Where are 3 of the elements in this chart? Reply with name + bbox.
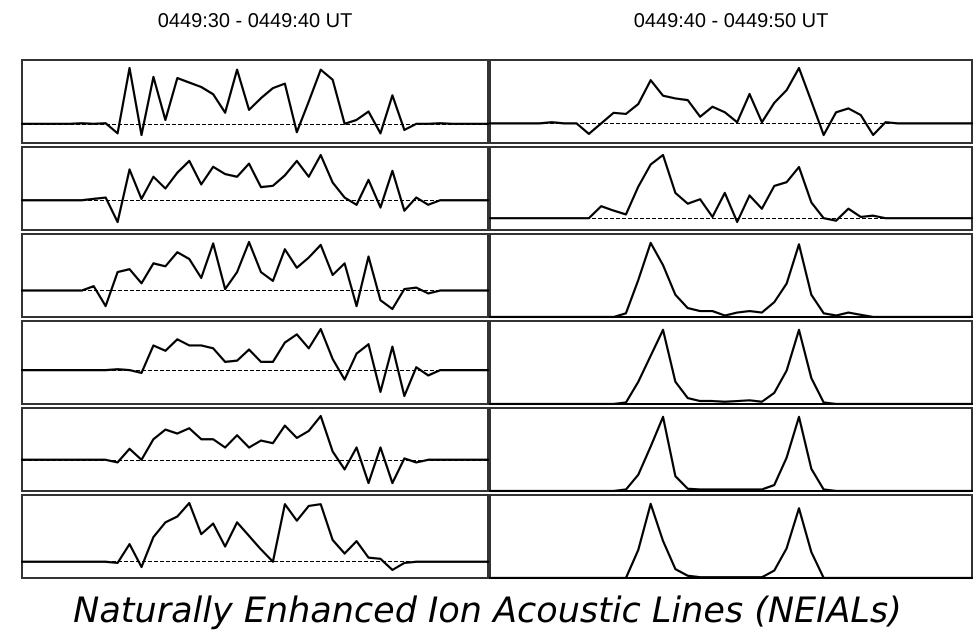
chart-title: 0449:40 - 0449:50 UT xyxy=(634,10,828,32)
text: Naturally Enhanced Ion Acoustic Lines (NEIALs) xyxy=(72,590,903,633)
chart-title: 0449:30 - 0449:40 UT xyxy=(158,10,352,32)
